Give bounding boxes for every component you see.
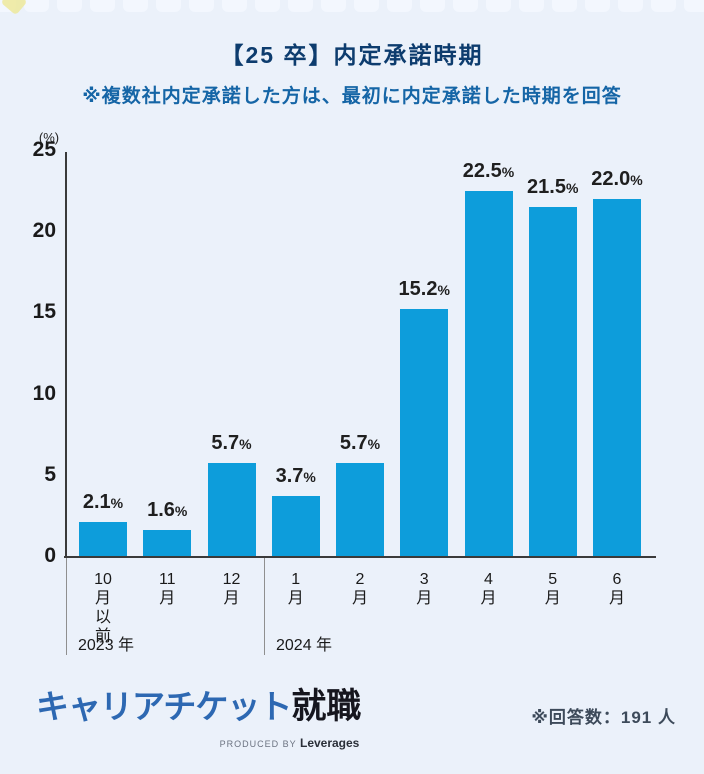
bar-value-number: 5.7 <box>211 432 240 454</box>
brand-logo-career-ticket: キャリアチケット <box>36 688 292 725</box>
bar-value-percent-sign: % <box>110 495 124 511</box>
brand-logo-text: キャリアチケット就職 <box>36 687 361 734</box>
bar-value-percent-sign: % <box>239 436 252 452</box>
bar-10月以前 <box>79 522 127 556</box>
produced-by-line: PRODUCED BY Leverages <box>36 736 361 750</box>
bar-2月 <box>336 463 384 556</box>
bar-value-label: 15.2% <box>379 277 469 303</box>
y-tick-label: 5 <box>44 462 56 486</box>
bar-value-label: 1.6% <box>122 498 212 524</box>
bar-1月 <box>271 496 320 556</box>
yellow-corner-accent <box>0 0 28 16</box>
chart-header: 【25 卒】内定承諾時期 ※複数社内定承諾した方は、最初に内定承諾した時期を回答 <box>0 36 704 108</box>
bar-value-label: 5.7% <box>315 431 405 457</box>
y-tick-label: 0 <box>44 544 56 567</box>
bar-value-percent-sign: % <box>174 503 188 519</box>
x-category-label: 11 月 <box>158 571 176 607</box>
y-axis-line <box>65 152 67 558</box>
leverages-label: Leverages <box>299 736 360 750</box>
x-category-label: 12 月 <box>222 571 241 607</box>
y-tick-label: 20 <box>32 219 56 243</box>
y-tick-label: 25 <box>32 138 56 161</box>
bar-value-label: 5.7% <box>187 431 277 457</box>
year-divider-line <box>264 558 265 655</box>
bar-3月 <box>400 309 449 556</box>
bar-value-label: 2.1% <box>58 490 148 516</box>
y-axis-unit-label: (%) <box>38 130 60 145</box>
top-edge-pattern <box>0 0 704 16</box>
bar-value-percent-sign: % <box>367 436 381 452</box>
plot-area: 0 5 10 15 20 25 2.1% 1.6% 5.7% 3.7% 5.7% 15.2% 22.5%… <box>0 138 704 567</box>
brand-logo: キャリアチケット就職 PRODUCED BY Leverages <box>36 687 361 750</box>
bar-value-percent-sign: % <box>303 469 316 485</box>
bar-5月 <box>528 207 577 556</box>
bar-value-number: 21.5 <box>527 176 566 198</box>
bar-value-number: 15.2 <box>398 278 438 300</box>
brand-logo-shushoku: 就職 <box>291 687 362 726</box>
bar-value-number: 1.6 <box>147 499 175 521</box>
x-axis-line <box>64 556 656 558</box>
x-axis-labels: 10 月以前 11 月 12 月 1 月 2 月 3 月 4 月 5 月 6 月 <box>0 570 704 660</box>
produced-by-label: PRODUCED BY <box>219 739 300 749</box>
bar-4月 <box>464 191 513 556</box>
bar-value-percent-sign: % <box>437 282 450 298</box>
x-category-label: 10 月以前 <box>94 571 112 645</box>
bar-11月 <box>143 530 192 556</box>
y-tick-label: 10 <box>32 381 56 405</box>
bar-value-number: 2.1 <box>82 491 111 513</box>
year-label: 2023 年 <box>78 637 135 654</box>
bar-value-percent-sign: % <box>501 164 515 180</box>
bar-6月 <box>593 199 641 556</box>
rounded-caps-pattern <box>0 0 704 13</box>
bar-value-number: 22.0 <box>591 168 631 190</box>
year-label: 2024 年 <box>276 637 333 654</box>
y-tick-label: 15 <box>32 300 56 324</box>
chart-title: 【25 卒】内定承諾時期 <box>220 42 484 68</box>
bar-value-label: 22.5% <box>444 159 534 185</box>
bar-value-label: 3.7% <box>251 464 341 490</box>
bar-value-number: 5.7 <box>339 432 368 454</box>
bar-value-label: 22.0% <box>572 167 662 193</box>
chart-subtitle: ※複数社内定承諾した方は、最初に内定承諾した時期を回答 <box>82 86 622 107</box>
bar-value-percent-sign: % <box>630 172 643 188</box>
bar-value-number: 3.7 <box>275 465 304 487</box>
respondent-count: ※回答数：191 人 <box>531 708 676 727</box>
bar-value-percent-sign: % <box>565 180 579 196</box>
year-divider-line <box>66 558 67 655</box>
bar-value-number: 22.5 <box>462 160 502 182</box>
bar-value-label: 21.5% <box>508 175 598 201</box>
bar-12月 <box>207 463 256 556</box>
